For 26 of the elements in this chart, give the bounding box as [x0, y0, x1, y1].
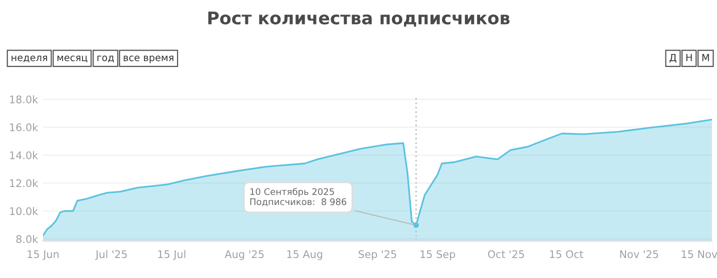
x-tick-label: 15 Nov: [682, 250, 717, 258]
text: неделя: [12, 56, 48, 62]
text: М: [702, 54, 709, 62]
text: Д: [670, 54, 676, 63]
x-tick-label: Aug '25: [224, 250, 264, 260]
x-tick-label: Nov '25: [620, 250, 658, 258]
annotation: 10 Сентябрь 2025 Подписчиков: 8 986: [250, 188, 346, 206]
chart-title: Рост количества подписчиков: [208, 12, 510, 27]
x-tick-label: 15 Aug: [287, 250, 322, 260]
x-tick-label: 15 Sep: [420, 250, 456, 260]
x-tick-label: 15 Jun: [28, 250, 59, 260]
y-tick-label: 12.0k: [10, 179, 38, 188]
y-tick-label: 10.0k: [10, 207, 38, 216]
text: все время: [124, 56, 174, 64]
x-tick-label: 15 Jul: [158, 250, 186, 260]
y-tick-label: 8.0k: [16, 234, 38, 244]
x-tick-label: Sep '25: [358, 250, 396, 260]
y-tick-label: 14.0k: [10, 151, 38, 160]
text: год: [97, 56, 114, 62]
x-tick-label: Jul '25: [95, 250, 127, 260]
x-tick-label: Oct '25: [488, 250, 524, 258]
text: Н: [686, 54, 692, 62]
text: месяц: [57, 56, 88, 62]
y-tick-label: 16.0k: [10, 123, 38, 132]
y-tick-label: 18.0k: [10, 95, 38, 104]
x-tick-label: 15 Oct: [550, 250, 584, 258]
